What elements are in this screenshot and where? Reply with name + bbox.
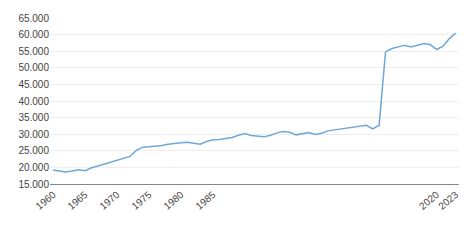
svg-text:1970: 1970	[97, 189, 121, 212]
svg-text:45.000: 45.000	[18, 79, 49, 90]
svg-text:65.000: 65.000	[18, 13, 49, 24]
svg-text:30.000: 30.000	[18, 129, 49, 140]
svg-text:1965: 1965	[66, 189, 90, 212]
svg-text:1980: 1980	[161, 189, 185, 212]
svg-text:15.000: 15.000	[18, 179, 49, 190]
svg-text:1960: 1960	[34, 189, 58, 212]
svg-text:25.000: 25.000	[18, 145, 49, 156]
svg-text:1975: 1975	[129, 189, 153, 212]
svg-text:40.000: 40.000	[18, 96, 49, 107]
svg-text:2020: 2020	[417, 189, 441, 212]
svg-text:50.000: 50.000	[18, 62, 49, 73]
svg-text:2023: 2023	[436, 189, 460, 212]
svg-text:20.000: 20.000	[18, 162, 49, 173]
svg-text:35.000: 35.000	[18, 112, 49, 123]
svg-text:55.000: 55.000	[18, 46, 49, 57]
svg-text:1985: 1985	[193, 189, 217, 212]
svg-text:60.000: 60.000	[18, 29, 49, 40]
